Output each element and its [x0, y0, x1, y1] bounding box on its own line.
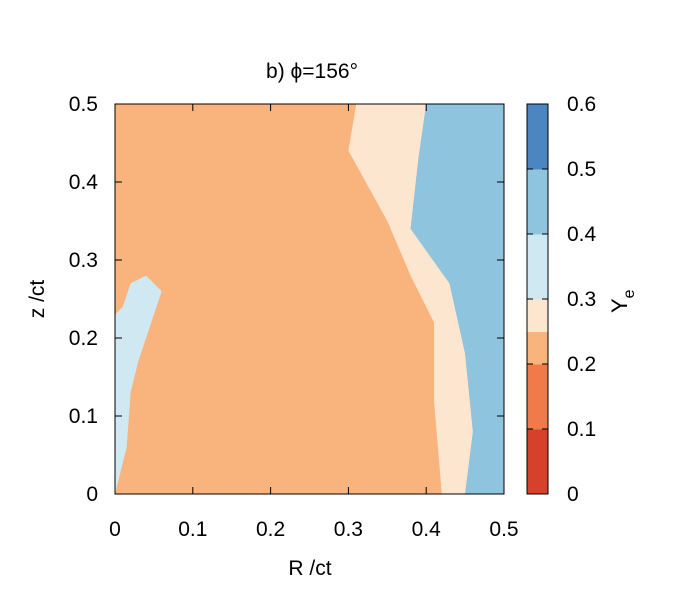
colorbar-level [527, 234, 548, 300]
colorbar-levels [527, 104, 548, 495]
y-tick-label: 0.4 [69, 171, 99, 194]
colorbar-tick-label: 0.1 [567, 418, 596, 441]
y-tick-label: 0 [86, 483, 98, 506]
colorbar-label-main: Y [607, 298, 632, 313]
colorbar-ticks: 0 0.1 0.2 0.3 0.4 0.5 0.6 [527, 93, 597, 506]
colorbar-level [527, 331, 548, 365]
colorbar-tick-label: 0.5 [567, 158, 596, 181]
x-tick-label: 0.2 [256, 518, 285, 541]
heatmap [115, 104, 504, 494]
region-high-ye-wind [410, 104, 504, 494]
colorbar-level [527, 364, 548, 430]
x-tick-label: 0 [109, 518, 121, 541]
colorbar-level [527, 104, 548, 170]
colorbar-tick-label: 0.2 [567, 353, 596, 376]
colorbar-tick-label: 0 [567, 483, 579, 506]
x-tick-label: 0.3 [334, 518, 363, 541]
x-tick-label: 0.5 [489, 518, 518, 541]
y-tick-label: 0.3 [69, 249, 98, 272]
x-tick-label: 0.4 [412, 518, 442, 541]
region-polar-funnel [115, 275, 162, 494]
colorbar-tick-label: 0.3 [567, 288, 596, 311]
x-axis: 0 0.1 0.2 0.3 0.4 0.5 [109, 104, 519, 541]
y-tick-label: 0.5 [69, 93, 98, 116]
colorbar-level [527, 429, 548, 495]
colorbar-label-subscript: e [621, 289, 638, 298]
y-axis: 0 0.1 0.2 0.3 0.4 0.5 [69, 93, 504, 506]
y-tick-label: 0.1 [69, 405, 98, 428]
y-tick-label: 0.2 [69, 327, 98, 350]
y-axis-label: z /ct [26, 280, 49, 319]
region-intermediate-ye-envelope [115, 104, 442, 494]
x-axis-label: R /ct [288, 557, 331, 580]
colorbar-level [527, 299, 548, 332]
plot-frame [114, 103, 505, 495]
colorbar-label: Ye [607, 289, 638, 313]
region-transition-band [348, 104, 473, 494]
colorbar-tick-label: 0.6 [567, 93, 596, 116]
colorbar-level [527, 169, 548, 235]
colorbar: 0 0.1 0.2 0.3 0.4 0.5 0.6 [526, 93, 597, 506]
heatmap-regions [115, 104, 504, 494]
chart-title: b) ϕ=156° [266, 60, 358, 83]
colorbar-tick-label: 0.4 [567, 223, 597, 246]
x-tick-label: 0.1 [178, 518, 207, 541]
